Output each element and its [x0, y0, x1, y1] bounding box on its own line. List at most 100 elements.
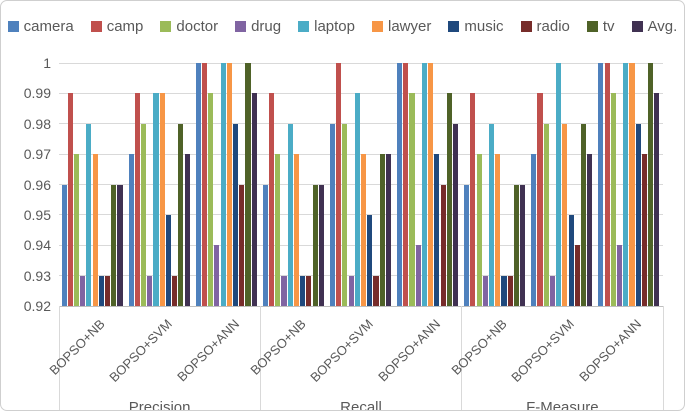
legend-item-radio: radio: [520, 18, 570, 35]
radio-bar: [239, 184, 245, 306]
avg-bar: [587, 154, 593, 306]
legend-item-tv: tv: [586, 19, 615, 34]
lawyer-bar: [629, 63, 635, 306]
legend-item-drug: drug: [235, 19, 281, 34]
camp-bar: [201, 63, 208, 306]
legend-item-camera: camera: [7, 18, 74, 35]
lawyer-bar: [495, 154, 501, 306]
music-bar: [501, 275, 507, 306]
drug-bar: [549, 275, 556, 306]
drug-bar: [482, 275, 488, 306]
drug-bar: [147, 275, 153, 306]
legend-item-label: radio: [536, 18, 570, 35]
legend-item-music: music: [448, 19, 504, 34]
legend-item-label: lawyer: [388, 18, 432, 35]
camera-bar: [598, 63, 604, 306]
radio-bar: [641, 154, 647, 306]
legend-swatch-icon: [160, 21, 172, 32]
y-axis-tick-label: 1: [43, 55, 51, 71]
doctor-bar: [476, 154, 482, 306]
camp-bar: [470, 93, 476, 306]
legend-swatch-icon: [90, 21, 102, 32]
x-axis-tick-label: BOPSO+SVM: [105, 316, 175, 385]
legend-swatch-icon: [631, 21, 643, 32]
y-axis-tick-label: 0.93: [23, 267, 51, 284]
tv-bar: [513, 184, 519, 306]
axis-group-label: Recall: [340, 399, 382, 411]
legend-swatch-icon: [586, 21, 598, 32]
camp-bar: [67, 93, 73, 306]
music-bar: [635, 123, 641, 306]
legend-swatch-icon: [520, 21, 532, 32]
doctor-bar: [409, 93, 415, 306]
tv-bar: [446, 93, 452, 306]
y-axis-tick-label: 0.98: [23, 115, 51, 132]
music-bar: [434, 154, 440, 306]
radio-bar: [172, 275, 178, 306]
laptop-bar: [220, 63, 226, 306]
lawyer-bar: [361, 154, 367, 306]
lawyer-bar: [226, 63, 232, 306]
music-bar: [568, 214, 574, 306]
drug-bar: [348, 275, 354, 306]
radio-bar: [373, 275, 379, 306]
drug-bar: [617, 245, 623, 306]
tv-bar: [245, 63, 251, 306]
avg-bar: [385, 154, 391, 306]
music-bar: [98, 275, 104, 306]
camera-bar: [61, 184, 67, 306]
gridline: [59, 123, 663, 125]
tv-bar: [379, 154, 385, 306]
camera-bar: [128, 154, 134, 306]
legend-item-label: camera: [23, 18, 74, 35]
radio-bar: [306, 275, 312, 306]
radio-bar: [104, 275, 111, 306]
avg-bar: [251, 93, 257, 306]
laptop-bar: [489, 123, 495, 306]
laptop-bar: [287, 123, 293, 306]
y-axis-tick-label: 0.97: [23, 146, 51, 163]
lawyer-bar: [293, 154, 299, 306]
gridline: [59, 92, 663, 94]
laptop-bar: [354, 93, 360, 306]
x-axis-tick-label: BOPSO+SVM: [307, 316, 376, 385]
drug-bar: [281, 275, 287, 306]
x-axis-tick-label: BOPSO+NB: [448, 316, 511, 378]
legend-item-label: camp: [106, 18, 144, 35]
doctor-bar: [342, 123, 348, 306]
chart-legend: camera camp doctor drug laptop lawyer music rad…: [1, 19, 684, 34]
laptop-bar: [556, 63, 562, 306]
camera-bar: [262, 184, 268, 306]
avg-bar: [520, 184, 526, 306]
x-axis-tick-label: BOPSO+ANN: [576, 316, 645, 385]
axis-group-label: F-Measure: [526, 399, 599, 411]
laptop-bar: [86, 123, 92, 306]
legend-swatch-icon: [235, 21, 247, 32]
legend-item-label: Avg.: [647, 18, 678, 35]
radio-bar: [574, 245, 580, 306]
lawyer-bar: [562, 123, 568, 306]
x-axis-tick-label: BOPSO+SVM: [508, 316, 578, 385]
x-axis-line: [59, 306, 663, 307]
drug-bar: [415, 245, 421, 306]
camera-bar: [464, 184, 470, 306]
doctor-bar: [275, 154, 281, 306]
y-axis-tick-label: 0.94: [23, 237, 51, 254]
legend-item-label: laptop: [314, 18, 355, 35]
camp-bar: [403, 63, 409, 306]
music-bar: [367, 214, 373, 306]
doctor-bar: [73, 154, 80, 306]
lawyer-bar: [92, 154, 98, 306]
legend-item-label: drug: [251, 18, 282, 35]
legend-swatch-icon: [372, 21, 383, 32]
avg-bar: [318, 184, 324, 306]
legend-swatch-icon: [7, 21, 19, 32]
legend-item-avg: Avg.: [631, 18, 678, 35]
legend-item-label: doctor: [176, 18, 219, 35]
tv-bar: [312, 184, 318, 306]
avg-bar: [452, 123, 459, 306]
music-bar: [232, 123, 239, 306]
legend-swatch-icon: [448, 21, 460, 32]
category-separator: [58, 306, 60, 410]
